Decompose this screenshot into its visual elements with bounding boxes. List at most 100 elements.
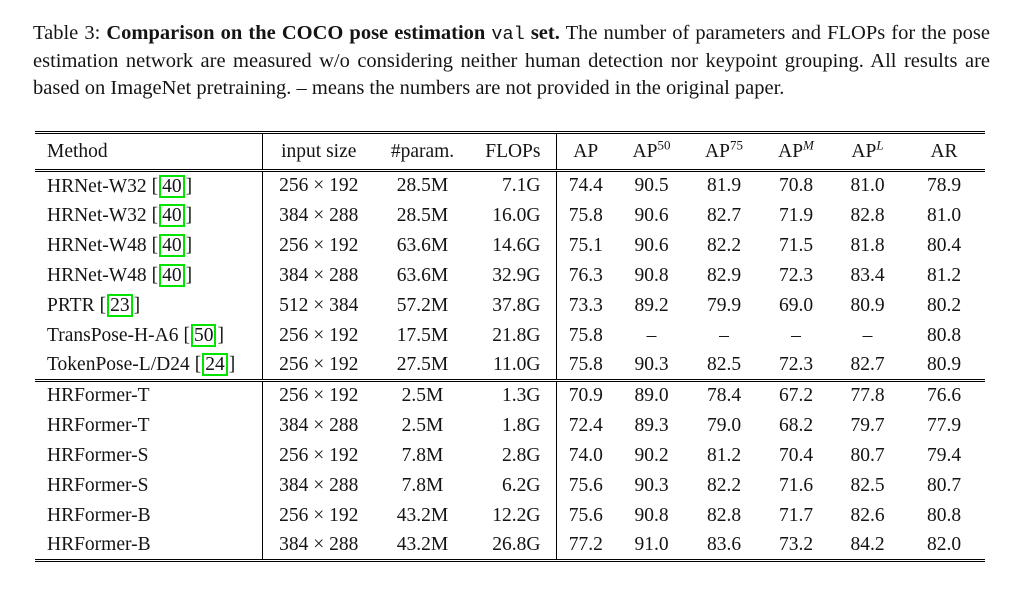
method-cell: HRFormer-S	[35, 440, 263, 471]
apm-cell: 70.4	[778, 444, 814, 466]
ap50-cell: 90.6	[634, 234, 669, 256]
citation-number[interactable]: 40	[159, 174, 185, 198]
input-size-cell: 256 × 192	[279, 504, 359, 526]
apl-cell: 79.7	[850, 414, 885, 436]
results-table: Method input size #param. FLOPs AP AP50 …	[35, 131, 985, 562]
citation-link[interactable]: [23]	[100, 294, 141, 317]
flops-cell: 7.1G	[470, 170, 557, 201]
apl-cell: –	[862, 324, 873, 346]
ap75-cell: 79.0	[706, 414, 742, 436]
ap-cell: 75.6	[568, 504, 603, 526]
ap75-cell: 81.2	[706, 444, 742, 466]
input-size-cell: 256 × 192	[279, 353, 359, 375]
method-cell: TokenPose-L/D24[24]	[35, 350, 263, 381]
citation-link[interactable]: [24]	[194, 353, 235, 377]
col-method: Method	[35, 132, 263, 171]
input-size-cell: 256 × 192	[279, 385, 359, 407]
ap-cell: 75.8	[568, 324, 603, 346]
col-flops: FLOPs	[470, 132, 557, 171]
table-row: HRFormer-B 256 × 192 43.2M 12.2G 75.6 90…	[35, 500, 985, 531]
table-block-baselines: HRNet-W32[40] 256 × 192 28.5M 7.1G 74.4 …	[35, 170, 985, 381]
input-size-cell: 256 × 192	[279, 234, 359, 256]
citation-open-bracket: [	[194, 354, 202, 376]
apl-cell: 84.2	[850, 533, 885, 555]
citation-link[interactable]: [50]	[183, 324, 224, 347]
input-size-cell: 256 × 192	[279, 175, 359, 197]
col-apm-base: AP	[778, 140, 804, 162]
flops-cell: 12.2G	[470, 500, 557, 531]
caption-val-keyword: val	[491, 24, 525, 45]
params-cell: 7.8M	[401, 444, 444, 466]
citation-close-bracket: ]	[185, 205, 193, 226]
ap75-cell: 82.5	[706, 353, 742, 375]
col-apm-sup: M	[803, 137, 814, 152]
citation-number[interactable]: 40	[159, 204, 185, 227]
col-ap: AP	[573, 140, 599, 162]
flops-cell: 37.8G	[470, 290, 557, 321]
ap-cell: 75.8	[568, 204, 603, 226]
table-row: TransPose-H-A6[50] 256 × 192 17.5M 21.8G…	[35, 320, 985, 351]
ap50-cell: 90.3	[634, 353, 669, 375]
table-row: HRFormer-S 384 × 288 7.8M 6.2G 75.6 90.3…	[35, 470, 985, 501]
flops-cell: 14.6G	[470, 230, 557, 261]
citation-link[interactable]: [40]	[152, 174, 192, 198]
citation-number[interactable]: 23	[107, 294, 133, 317]
method-cell: HRFormer-B	[35, 530, 263, 561]
apm-cell: 73.2	[778, 533, 814, 555]
method-name: HRNet-W48	[47, 235, 147, 256]
citation-number[interactable]: 40	[159, 264, 185, 287]
method-cell: HRFormer-T	[35, 410, 263, 441]
col-params: #param.	[390, 140, 455, 162]
citation-link[interactable]: [40]	[152, 204, 193, 227]
ar-cell: 80.2	[926, 294, 962, 316]
flops-cell: 1.8G	[470, 410, 557, 441]
ap-cell: 77.2	[568, 533, 603, 555]
method-name: HRFormer-B	[47, 533, 151, 555]
flops-cell: 32.9G	[470, 260, 557, 291]
input-size-cell: 384 × 288	[279, 204, 359, 226]
col-ap75: AP75	[688, 133, 760, 171]
apl-cell: 83.4	[850, 264, 885, 286]
ap75-cell: 81.9	[706, 175, 742, 197]
ap75-cell: 78.4	[706, 385, 742, 407]
apm-cell: 71.9	[778, 204, 814, 226]
apm-cell: 70.8	[778, 175, 814, 197]
ap75-cell: 82.8	[706, 504, 742, 526]
citation-number[interactable]: 50	[190, 324, 217, 347]
params-cell: 57.2M	[396, 294, 449, 316]
table-row: HRNet-W32[40] 384 × 288 28.5M 16.0G 75.8…	[35, 200, 985, 231]
params-cell: 63.6M	[396, 234, 449, 256]
citation-link[interactable]: [40]	[152, 264, 193, 287]
input-size-cell: 384 × 288	[279, 474, 359, 496]
apm-cell: 72.3	[778, 264, 814, 286]
apl-cell: 82.8	[850, 204, 885, 226]
ap-cell: 75.8	[568, 353, 603, 375]
table-row: HRNet-W32[40] 256 × 192 28.5M 7.1G 74.4 …	[35, 170, 985, 201]
citation-link[interactable]: [40]	[152, 234, 192, 257]
citation-number[interactable]: 24	[202, 353, 228, 377]
input-size-cell: 256 × 192	[279, 324, 359, 346]
citation-open-bracket: [	[183, 325, 190, 346]
params-cell: 7.8M	[401, 474, 444, 496]
input-size-cell: 256 × 192	[279, 444, 359, 466]
method-name: HRNet-W48	[47, 265, 147, 286]
ar-cell: 82.0	[926, 533, 962, 555]
ap-cell: 75.1	[568, 234, 603, 256]
ar-cell: 81.2	[926, 264, 962, 286]
citation-number[interactable]: 40	[159, 234, 185, 257]
col-apm: APM	[760, 133, 832, 171]
ap50-cell: 90.5	[634, 175, 669, 197]
apm-cell: 71.7	[778, 504, 814, 526]
table-row: PRTR[23] 512 × 384 57.2M 37.8G 73.3 89.2…	[35, 290, 985, 321]
apm-cell: –	[791, 324, 801, 346]
citation-close-bracket: ]	[133, 295, 141, 316]
flops-cell: 26.8G	[470, 530, 557, 561]
flops-cell: 16.0G	[470, 200, 557, 231]
caption-title-bold-end: set.	[530, 22, 560, 44]
table-row: TokenPose-L/D24[24] 256 × 192 27.5M 11.0…	[35, 350, 985, 381]
citation-close-bracket: ]	[185, 265, 193, 286]
method-cell: HRFormer-S	[35, 470, 263, 501]
ap75-cell: 82.9	[706, 264, 742, 286]
flops-cell: 2.8G	[470, 440, 557, 471]
ap50-cell: –	[646, 324, 657, 346]
